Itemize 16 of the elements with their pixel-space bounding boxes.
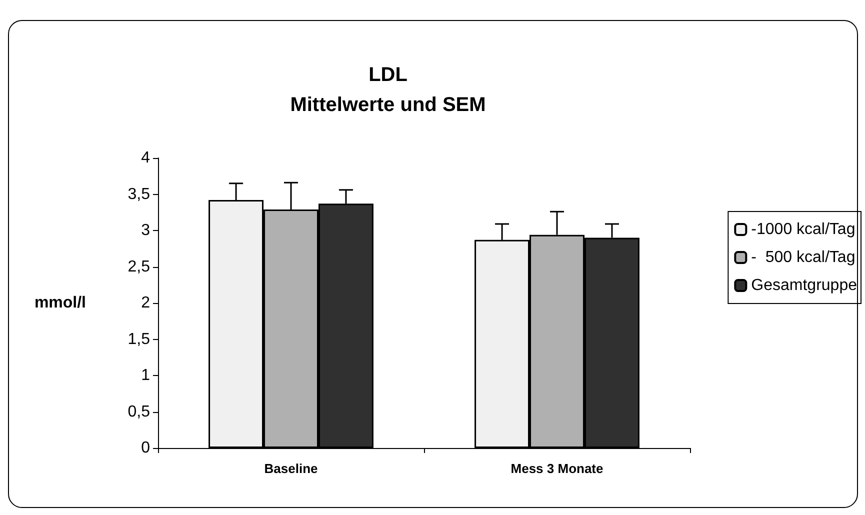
chart-title: LDL Mittelwerte und SEM [290, 64, 486, 116]
legend-label: Gesamtgruppe [751, 277, 858, 294]
y-tick-label: 1,5 [128, 330, 150, 348]
y-tick-label: 0,5 [128, 403, 150, 420]
y-tick-label: 3,5 [128, 186, 150, 203]
y-tick-label: 3 [141, 222, 150, 239]
y-tick-label: 0 [141, 440, 150, 456]
y-tick-label: 4 [141, 150, 150, 166]
y-tick-label: 2 [141, 294, 150, 312]
legend-label: - 500 kcal/Tag [751, 249, 856, 266]
y-axis-title: mmol/l [34, 294, 86, 312]
y-tick-label: 2,5 [128, 258, 150, 276]
y-tick-label: 1 [141, 367, 150, 384]
x-tick-label: Baseline [264, 461, 318, 476]
x-tick-label: Mess 3 Monate [510, 461, 604, 476]
legend-label: -1000 kcal/Tag [751, 221, 856, 238]
